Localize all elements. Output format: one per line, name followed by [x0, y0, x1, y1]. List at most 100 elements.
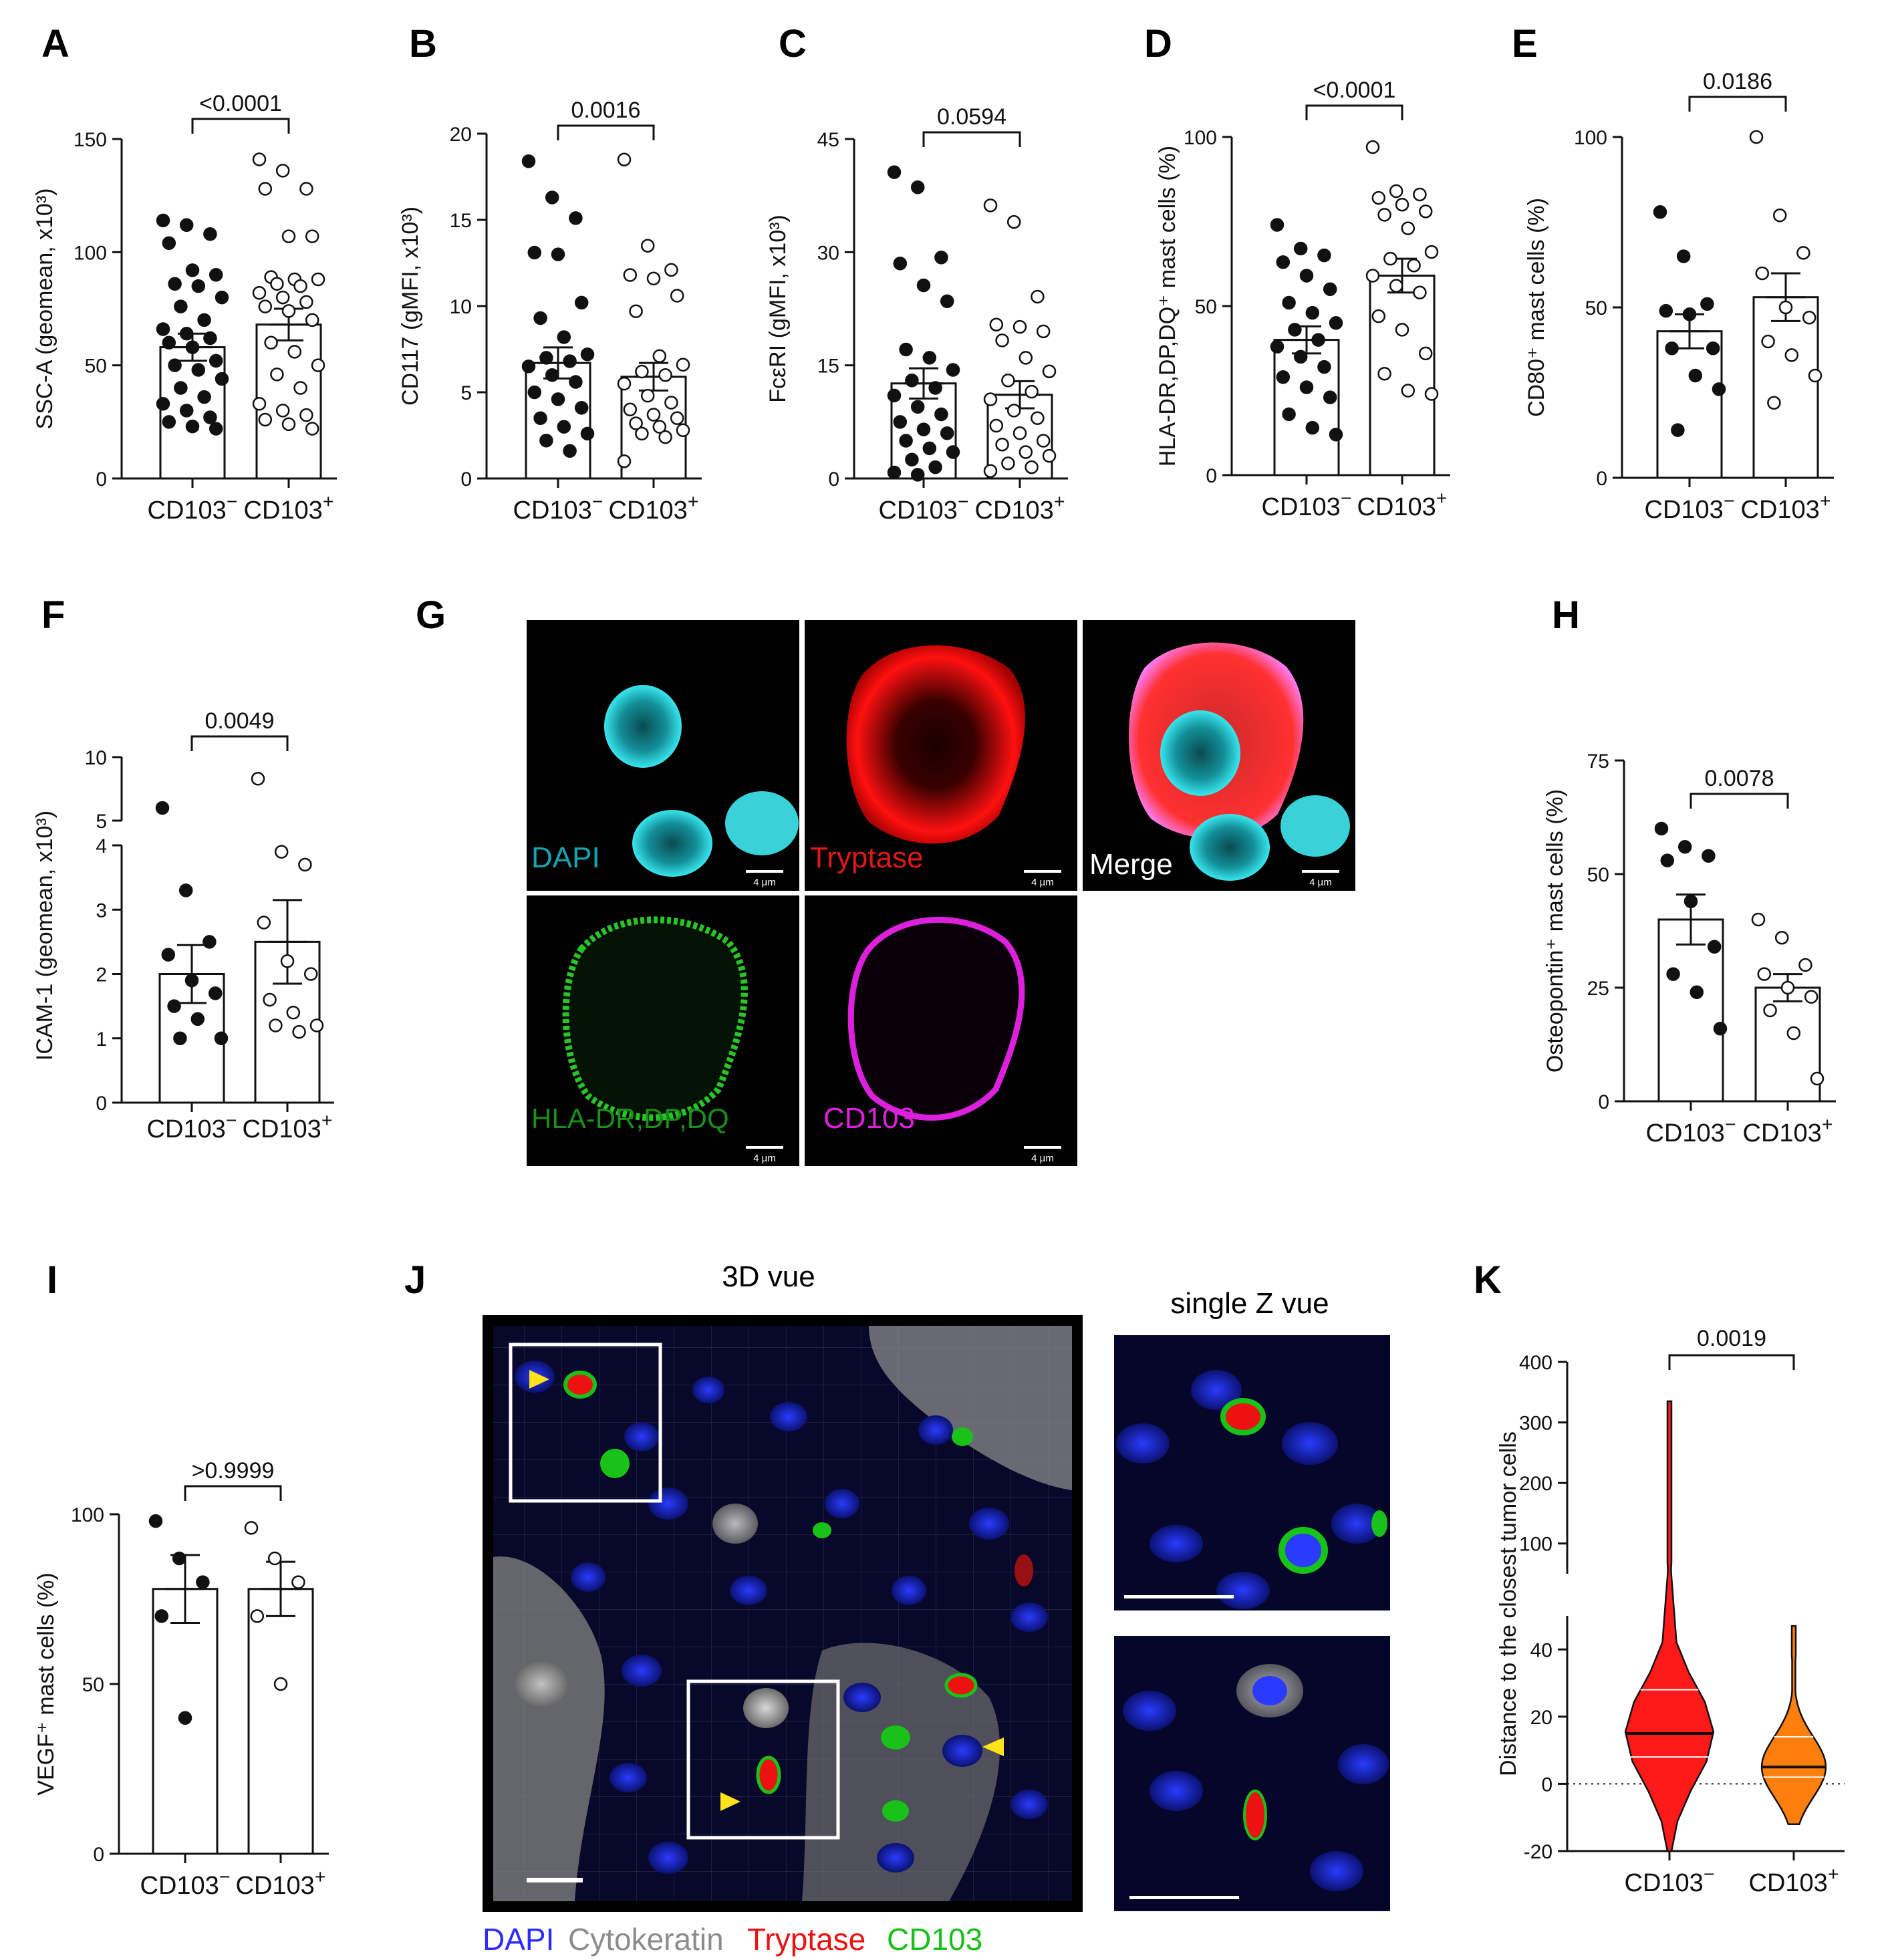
category-label: CD103+ — [1749, 1864, 1839, 1897]
data-point — [539, 433, 553, 448]
data-point — [922, 441, 937, 456]
data-point — [1305, 305, 1320, 320]
data-point — [646, 408, 661, 422]
tile-label-hla: HLA-DR,DP,DQ — [531, 1103, 729, 1134]
data-point — [899, 342, 913, 357]
chart-i-vegf: 0 50 100 VEGF⁺ mast cells (%) CD103− CD103+ >0… — [33, 1458, 329, 1900]
data-point — [635, 364, 649, 379]
chart-b-cd117: 0 5 10 15 20 CD117 (gMFI, x10³) CD103− CD103+ 0.… — [398, 98, 702, 525]
title-single-z-vue: single Z vue — [1170, 1287, 1329, 1320]
significance-bracket — [1305, 104, 1403, 120]
panel-label-h: H — [1552, 593, 1580, 637]
legend-cytokeratin: Cytokeratin — [568, 1922, 724, 1957]
data-point — [910, 180, 925, 194]
bar — [255, 323, 322, 480]
nucleus — [725, 791, 799, 855]
y-tick-label: 1 — [96, 1028, 107, 1051]
data-point — [623, 268, 638, 282]
data-point — [258, 412, 273, 427]
y-axis-label: FcεRI (gMFI, x10³) — [765, 215, 791, 403]
data-point — [1401, 221, 1415, 235]
data-point — [905, 452, 919, 467]
data-point — [168, 358, 182, 372]
scalebar — [527, 1878, 583, 1882]
y-axis-label: SSC-A (geomean, x10³) — [32, 188, 57, 430]
arrowhead — [982, 1737, 1004, 1756]
data-point — [303, 967, 318, 981]
data-point — [257, 916, 271, 930]
data-point — [275, 404, 290, 418]
significance-bracket — [557, 124, 655, 140]
data-point — [252, 152, 267, 166]
legend-cd103: CD103 — [887, 1922, 982, 1957]
panel-label-b: B — [409, 22, 437, 65]
data-point — [1774, 930, 1789, 945]
image-single-z-top — [1114, 1335, 1390, 1611]
data-point — [1377, 208, 1391, 222]
panel-label-d: D — [1144, 22, 1172, 65]
data-point — [1677, 839, 1692, 854]
category-label: CD103+ — [609, 491, 699, 525]
tile-tryptase: Tryptase 4 µm — [805, 620, 1077, 891]
data-point — [161, 948, 176, 962]
data-point — [299, 295, 313, 309]
data-point — [623, 402, 638, 417]
chart-f-icam: 0 1 2 3 45 10 ICAM-1 (geomean, x10³) CD103− CD10… — [32, 708, 334, 1143]
data-point — [215, 372, 229, 386]
data-point — [922, 351, 937, 365]
y-tick-label: 0 — [1541, 1774, 1552, 1796]
data-point — [275, 290, 290, 305]
data-point — [267, 1551, 282, 1566]
y-tick-label: 20 — [450, 124, 472, 146]
category-label: CD103− — [140, 1866, 231, 1900]
data-point — [946, 445, 960, 459]
data-point — [1749, 130, 1764, 144]
p-value: <0.0001 — [1313, 78, 1396, 103]
data-point — [269, 1018, 283, 1032]
data-point — [1784, 348, 1799, 362]
data-point — [281, 417, 296, 431]
panel-label-e: E — [1512, 22, 1538, 65]
data-point — [274, 845, 289, 859]
data-point — [640, 388, 655, 403]
y-tick-label: 25 — [1587, 978, 1609, 1000]
data-point — [185, 419, 200, 434]
data-point — [1713, 1021, 1728, 1036]
y-tick-label: 10 — [85, 747, 107, 769]
y-tick-label: 0 — [93, 1844, 104, 1866]
y-axis-label: HLA-DR,DP,DQ⁺ mast cells (%) — [1155, 146, 1180, 466]
data-point — [940, 294, 954, 308]
significance-bracket — [1688, 96, 1787, 112]
data-point — [652, 420, 667, 434]
y-tick-label: 100 — [1184, 127, 1217, 149]
data-point — [983, 464, 998, 478]
data-point — [185, 340, 200, 354]
category-label: CD103+ — [1357, 488, 1448, 521]
category-label: CD103+ — [243, 1110, 333, 1143]
category-label: CD103− — [879, 491, 969, 525]
data-point — [1377, 366, 1391, 381]
y-tick-label: 50 — [1585, 297, 1607, 319]
y-tick-label: 0 — [1596, 468, 1607, 490]
data-point — [1660, 853, 1675, 867]
data-point — [989, 317, 1004, 331]
category-label: CD103+ — [244, 491, 334, 525]
data-point — [527, 245, 542, 260]
data-point — [1371, 309, 1386, 323]
data-point — [676, 358, 690, 372]
data-point — [309, 1018, 324, 1032]
data-point — [1424, 245, 1439, 259]
data-point — [258, 182, 273, 196]
chart-c-fceri: 0 15 30 45 FcεRI (gMFI, x10³) CD103− CD103+ 0.0… — [765, 104, 1068, 525]
data-point — [1683, 894, 1698, 909]
data-point — [1712, 382, 1726, 396]
data-point — [887, 165, 902, 179]
data-point — [664, 263, 678, 277]
data-point — [154, 1609, 169, 1623]
data-point — [1001, 456, 1015, 470]
data-point — [270, 367, 284, 382]
data-point — [983, 392, 998, 406]
data-point — [305, 229, 319, 243]
data-point — [934, 250, 948, 265]
data-point — [280, 954, 295, 968]
